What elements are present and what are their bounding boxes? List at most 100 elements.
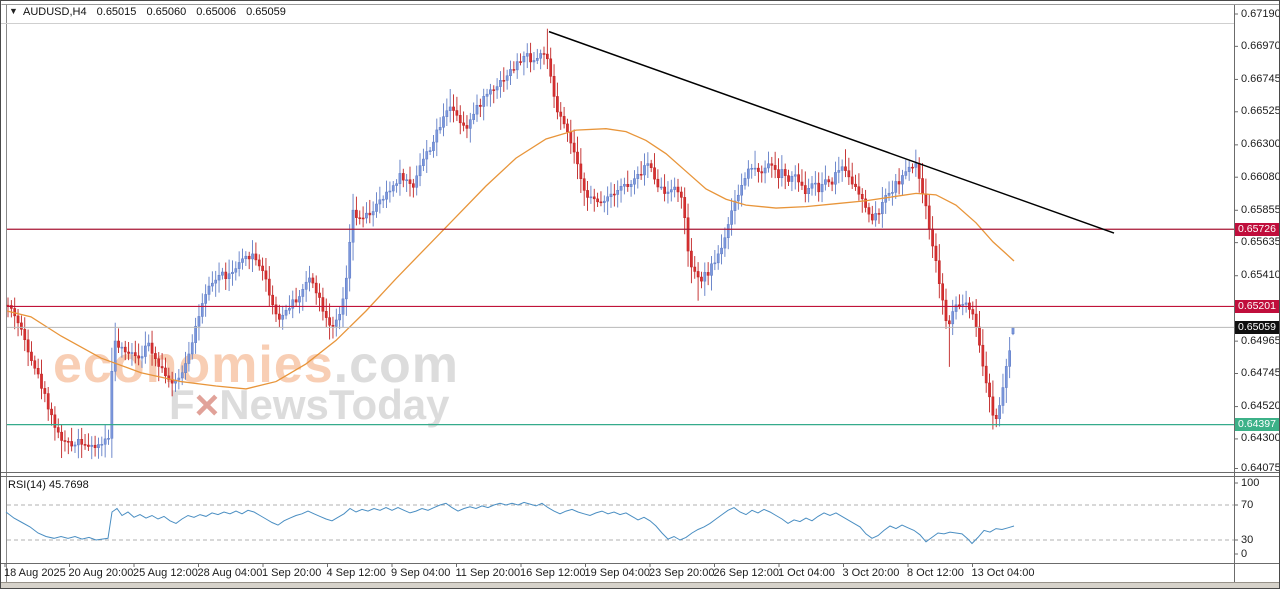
candle-body <box>334 319 338 327</box>
candle-body <box>452 106 455 111</box>
candle-body <box>602 200 606 203</box>
candle-body <box>438 127 442 131</box>
candle-body <box>552 76 556 97</box>
candle-body <box>177 377 181 381</box>
candle-body <box>589 196 593 199</box>
candle-body <box>937 260 941 284</box>
candle-body <box>793 174 797 177</box>
candle-body <box>579 163 583 179</box>
candle-body <box>53 414 57 428</box>
candle-body <box>247 255 251 260</box>
candle-body <box>696 271 700 278</box>
candle-body <box>345 277 348 300</box>
candle-body <box>60 431 63 441</box>
candle-body <box>914 163 918 168</box>
candle-body <box>649 163 653 168</box>
candle-body <box>984 365 988 384</box>
candle-body <box>881 202 884 215</box>
candle-body <box>499 80 502 87</box>
candle-body <box>468 119 472 129</box>
candle-body <box>274 304 278 315</box>
date-label: 1 Sep 20:00 <box>262 567 322 579</box>
candle-body <box>1004 366 1008 388</box>
candle-body <box>897 181 901 185</box>
candle-body <box>592 196 596 200</box>
candle-body <box>693 266 697 272</box>
candle-body <box>927 205 931 230</box>
candle-body <box>609 193 613 198</box>
candle-body <box>924 193 928 207</box>
candle-body <box>489 89 492 95</box>
price-level-badge-0.65726: 0.65726 <box>1235 222 1279 236</box>
candle-body <box>164 367 167 377</box>
price-tick-label: 0.67190 <box>1241 7 1280 20</box>
price-tick-label: 0.64745 <box>1241 366 1280 379</box>
candle-body <box>435 129 439 143</box>
candle-body <box>525 53 529 57</box>
price-tick-label: 0.66745 <box>1241 72 1280 85</box>
date-label: 3 Oct 20:00 <box>842 567 900 579</box>
candle-body <box>820 184 824 193</box>
price-tick-label: 0.66525 <box>1241 105 1280 118</box>
candle-body <box>361 217 365 220</box>
chevron-down-icon[interactable]: ▼ <box>9 6 18 16</box>
rsi-tick-label: 30 <box>1241 533 1254 546</box>
candle-body <box>107 438 110 440</box>
candle-body <box>311 277 315 284</box>
candle-body <box>944 299 948 321</box>
candle-body <box>539 53 542 59</box>
candle-body <box>264 270 268 280</box>
candle-body <box>127 351 130 354</box>
candle-body <box>83 444 87 446</box>
candle-body <box>532 60 536 63</box>
date-label: 25 Aug 12:00 <box>133 567 198 579</box>
candle-body <box>864 198 867 208</box>
candle-body <box>1001 387 1005 406</box>
candle-body <box>884 195 888 203</box>
candle-body <box>482 96 486 107</box>
candle-body <box>787 175 790 182</box>
candle-body <box>512 69 516 71</box>
candle-body <box>659 186 663 189</box>
candle-body <box>904 171 908 176</box>
date-label: 11 Sep 20:00 <box>455 567 521 579</box>
candle-body <box>418 165 422 177</box>
candle-body <box>522 55 526 63</box>
open-value: 0.65015 <box>96 6 137 18</box>
candle-body <box>891 192 894 194</box>
candle-body <box>730 210 733 225</box>
candle-body <box>941 283 944 301</box>
candle-body <box>100 443 104 446</box>
candle-body <box>147 342 151 347</box>
candle-body <box>917 163 921 179</box>
candle-body <box>623 184 626 187</box>
candle-body <box>810 183 814 189</box>
date-label: 16 Sep 12:00 <box>520 567 586 579</box>
candle-body <box>80 439 84 445</box>
candle-body <box>981 344 985 367</box>
candle-body <box>529 53 532 63</box>
candle-body <box>30 351 33 361</box>
candle-body <box>901 175 904 185</box>
candle-body <box>867 207 871 215</box>
candle-body <box>56 427 60 433</box>
candle-body <box>123 346 127 353</box>
candle-body <box>204 294 208 304</box>
candle-body <box>549 58 553 77</box>
candle-body <box>1011 327 1015 335</box>
candle-body <box>448 106 452 111</box>
candle-body <box>214 279 218 284</box>
candle-body <box>385 191 388 200</box>
candle-body <box>365 212 368 219</box>
candle-body <box>783 169 787 176</box>
candle-body <box>988 382 991 398</box>
candle-body <box>958 304 961 307</box>
candle-body <box>723 237 727 249</box>
window-bottom-edge <box>1 582 1279 588</box>
candle-body <box>167 375 171 380</box>
descending-trendline[interactable] <box>548 30 1115 234</box>
candle-body <box>133 352 137 357</box>
candle-body <box>636 174 640 179</box>
candle-body <box>284 309 288 316</box>
